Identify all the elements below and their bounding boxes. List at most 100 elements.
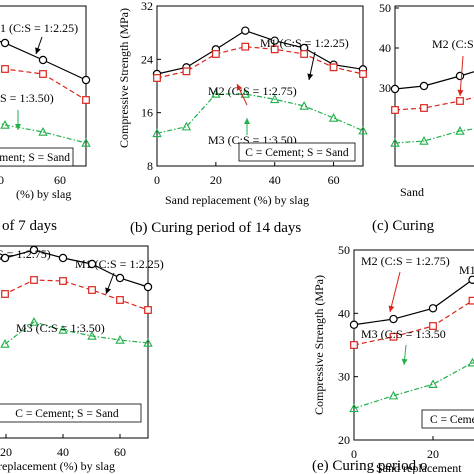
chart-d-series-1-point-3	[59, 277, 67, 285]
chart-d-label-m1: M1 (C:S = 1:2.25)	[75, 257, 164, 271]
chart-c-xlabel: Sand	[400, 185, 424, 199]
chart-d-series-1-line	[0, 279, 149, 311]
chart-c-series-2-point-1	[419, 136, 429, 145]
chart-e-arrow-m2-shaft	[389, 271, 401, 313]
chart-a-legend-box	[0, 147, 74, 167]
chart-a: 0 60(%) by slag 1 (C:S = 1:2.25) S = 1:3.50…	[0, 5, 91, 234]
chart-d-legend-text: C = Cement; S = Sand	[15, 408, 119, 420]
chart-d-series-2-point-2	[29, 317, 39, 326]
chart-d-label-m3: M3 (C:S = 1:3.50)	[16, 321, 105, 335]
chart-e-series-1-point-1	[389, 332, 398, 341]
chart-c-arrow-m2	[457, 55, 464, 97]
chart-e-series-0-line	[353, 279, 474, 326]
chart-a-legend-text: C = Cement; S = Sand	[0, 152, 70, 164]
chart-c-arrow-m2-head	[457, 89, 464, 96]
chart-b-series-1-point-3	[241, 42, 250, 51]
chart-e-series-1-point-2	[429, 322, 437, 330]
chart-b-series-1-point-2	[211, 50, 220, 58]
chart-d-series-0-point-6	[143, 282, 153, 292]
chart-b-legend-box	[238, 142, 356, 162]
chart-b-arrow-m1	[307, 51, 316, 81]
chart-c-label-m2: M2 (C:S	[432, 37, 474, 51]
chart-b-xtick-label: 20	[210, 173, 222, 187]
chart-b-series-2-point-2	[211, 89, 221, 98]
chart-c-series-1-point-0	[391, 106, 399, 114]
chart-d-series-1-point-2	[30, 276, 38, 284]
chart-b-series-2-point-6	[328, 113, 339, 122]
chart-c-series-2-point-0	[390, 138, 400, 147]
chart-b-plot-frame	[156, 5, 364, 167]
chart-b-series-0-line	[156, 30, 364, 75]
chart-a-series-0-point-3	[81, 75, 91, 85]
chart-c-ytick-label: 30	[379, 81, 391, 95]
chart-c-series-1-point-1	[420, 104, 428, 112]
chart-e-series-2-point-3	[467, 357, 474, 367]
chart-d-xtick-label: 60	[114, 445, 126, 459]
chart-d-series-2-point-3	[58, 325, 68, 334]
chart-b-series-2-line	[156, 93, 364, 134]
chart-c-ytick-label: 50	[379, 1, 391, 15]
chart-e-legend-text: C = Cemen	[430, 414, 474, 426]
chart-d-series-0-point-3	[58, 253, 68, 263]
chart-b-series-1-point-7	[359, 70, 367, 78]
chart-b-series-1-point-6	[329, 63, 338, 72]
chart-d-series-1-point-1	[1, 290, 9, 298]
chart-b-ytick-label: 24	[141, 52, 153, 66]
chart-a-xlabel: (%) by slag	[16, 187, 71, 201]
chart-b-xtick-label: 0	[154, 173, 160, 187]
chart-e-series-0-point-3	[468, 275, 474, 284]
chart-e-series-1-point-0	[350, 341, 358, 349]
chart-c-series-1-line	[394, 96, 474, 111]
chart-a-series-0-line	[0, 40, 87, 81]
chart-e-legend-box	[421, 409, 474, 429]
chart-b-series-2-point-5	[299, 101, 309, 110]
chart-c-series-0-line	[394, 71, 474, 90]
chart-d-series-0-point-5	[115, 273, 125, 283]
chart-d-xtick-label: 20	[0, 445, 12, 459]
chart-c-series-2-point-2	[455, 126, 465, 135]
chart-e-ytick-label: 30	[338, 370, 350, 384]
chart-e-xtick-label: 0	[351, 447, 357, 461]
chart-b-arrow-m3	[244, 118, 250, 135]
chart-a-series-1-line	[0, 66, 87, 101]
chart-c-series-0-point-1	[419, 81, 429, 91]
chart-d-arrow-m1	[105, 272, 115, 295]
chart-c-series-2-line	[394, 128, 474, 144]
chart-e-series-0-point-2	[428, 304, 438, 313]
chart-a-series-2-line	[0, 122, 87, 144]
chart-b-arrow-m1-head	[307, 73, 314, 80]
chart-d-series-2-point-1	[0, 339, 10, 348]
chart-e-series-0-point-0	[349, 320, 359, 329]
chart-d-series-1-point-4	[88, 286, 96, 294]
chart-e-series-2-point-1	[388, 390, 399, 400]
chart-d-series-0-point-1	[0, 253, 10, 263]
chart-e-series-2-point-2	[428, 379, 438, 389]
chart-b-series-1-point-4	[270, 45, 279, 54]
chart-a-xtick-label: 60	[54, 173, 66, 187]
chart-a-series-2-point-2	[38, 127, 48, 136]
chart-e-ytick-label: 20	[338, 433, 350, 447]
chart-d-series-2-line	[0, 321, 149, 346]
chart-e-xlabel: Sand replacement	[376, 461, 462, 474]
chart-b-xtick-label: 60	[328, 173, 340, 187]
chart-a-series-1-point-2	[39, 70, 47, 78]
chart-e-series-2-point-0	[349, 403, 359, 413]
chart-d-series-0-point-2	[29, 245, 39, 255]
chart-b: 8 16 24 32 0 20 40 60 Sand replacement (%) by sl…	[117, 0, 368, 236]
chart-a-xtick-label: 0	[0, 173, 4, 187]
chart-c-arrow-m2-shaft	[459, 55, 464, 97]
chart-a-arrow-m3	[15, 110, 21, 130]
chart-b-series-1-point-0	[153, 74, 161, 82]
chart-d-series-1-point-6	[144, 306, 152, 314]
chart-d-series-1-point-5	[116, 296, 124, 304]
chart-e-series-0-point-1	[389, 314, 398, 324]
chart-d-series-2-point-4	[87, 331, 97, 340]
chart-d-series-2-point-5	[115, 335, 125, 344]
chart-b-series-0-point-3	[241, 26, 250, 35]
chart-b-label-m2: M2 (C:S = 1:2.75)	[208, 84, 297, 98]
chart-b-arrow-m3-head	[244, 118, 250, 124]
chart-b-ytick-label: 16	[141, 106, 153, 120]
chart-e-series-1-line	[353, 299, 474, 346]
